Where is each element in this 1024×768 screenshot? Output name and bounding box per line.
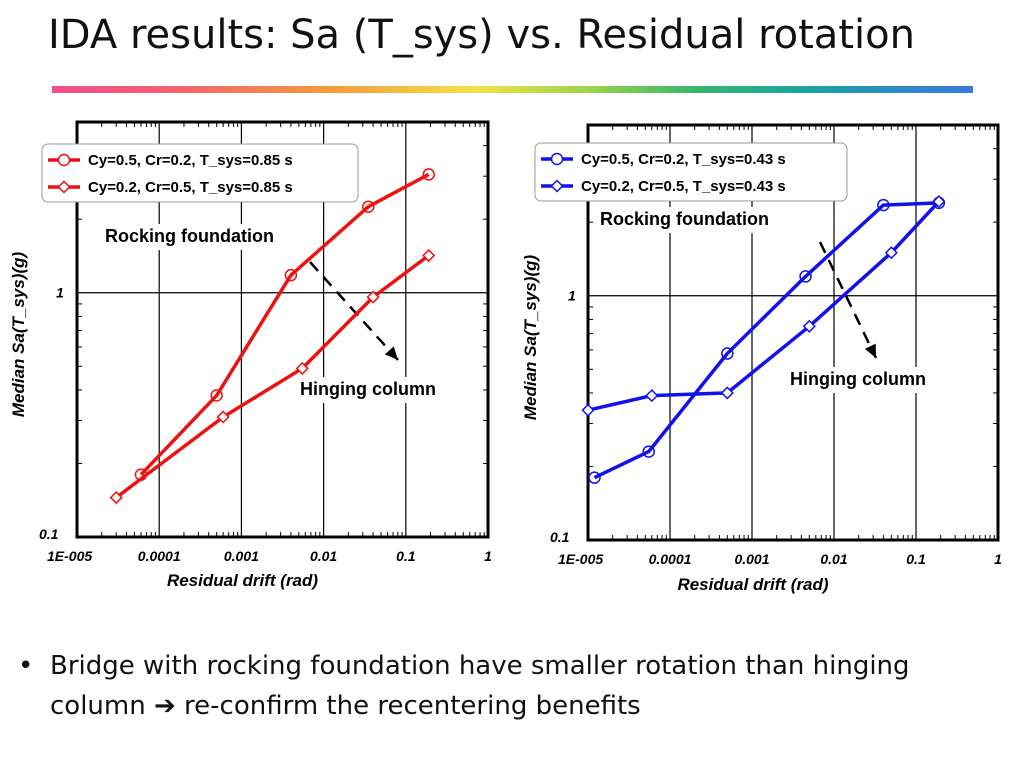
annotation-rocking-foundation: Rocking foundation — [600, 209, 769, 229]
data-point-diamond — [109, 491, 123, 505]
series-line — [587, 200, 941, 412]
data-point-circle — [877, 198, 890, 212]
x-tick-label: 0.01 — [820, 551, 847, 567]
data-point-diamond — [645, 389, 659, 403]
legend: Cy=0.5, Cr=0.2, T_sys=0.85 s Cy=0.2, Cr=0… — [41, 143, 359, 203]
y-axis-label: Median Sa(T_sys)(g) — [521, 255, 540, 421]
data-point-circle — [284, 268, 298, 282]
arrow-head-icon — [384, 346, 398, 360]
x-tick-label: 0.001 — [734, 551, 769, 567]
x-tick-label: 1 — [484, 548, 492, 564]
data-point-diamond — [422, 248, 436, 263]
data-point-circle — [210, 389, 223, 402]
chart-1: 1E-005 0.0001 0.001 0.01 0.1 1 0.1 1 Residual dr… — [9, 120, 492, 590]
legend: Cy=0.5, Cr=0.2, T_sys=0.43 s Cy=0.2, Cr=0… — [534, 142, 848, 202]
x-tick-label: 0.01 — [310, 548, 337, 564]
x-tick-label: 0.1 — [396, 548, 416, 564]
data-point-circle — [721, 347, 734, 360]
legend-marker-circle — [550, 152, 564, 166]
legend-marker-diamond — [550, 179, 564, 193]
x-tick-label: 0.001 — [224, 548, 259, 564]
annotation-bg — [296, 377, 466, 403]
title-gradient-bar — [52, 86, 973, 93]
legend-entry-label: Cy=0.2, Cr=0.5, T_sys=0.85 s — [88, 179, 293, 196]
annotation-bg — [596, 207, 806, 233]
x-tick-label: 1E-005 — [558, 551, 603, 567]
bullet-line-1: Bridge with rocking foundation have smal… — [50, 651, 910, 681]
x-tick-label: 0.0001 — [649, 551, 692, 567]
x-axis-label: Residual drift (rad) — [677, 575, 828, 594]
bullet-body: Bridge with rocking foundation have smal… — [50, 646, 1000, 726]
annotation-bg — [786, 367, 956, 393]
y-tick-label: 0.1 — [39, 526, 59, 542]
y-tick-label: 1 — [56, 285, 64, 301]
x-tick-label: 1E-005 — [47, 548, 92, 564]
data-point-diamond — [295, 361, 309, 375]
annotation-hinging-column: Hinging column — [790, 369, 926, 389]
y-axis-label: Median Sa(T_sys)(g) — [9, 252, 28, 418]
legend-box — [41, 143, 359, 203]
legend-box — [534, 142, 848, 202]
annotation-bg — [101, 224, 311, 250]
data-point-circle — [642, 445, 655, 458]
slide-title: IDA results: Sa (T_sys) vs. Residual rot… — [48, 12, 915, 58]
bullet-line-2-end: re-confirm the recentering benefits — [184, 691, 641, 721]
dashed-arrow-line — [309, 261, 399, 361]
x-tick-label: 0.1 — [906, 551, 926, 567]
charts-area: 1E-005 0.0001 0.001 0.01 0.1 1 0.1 1 Residual dr… — [9, 120, 1002, 594]
data-point-circle — [422, 168, 435, 181]
legend-entry-label: Cy=0.5, Cr=0.2, T_sys=0.85 s — [88, 152, 293, 169]
data-point-diamond — [720, 386, 734, 400]
chart-2: 1E-005 0.0001 0.001 0.01 0.1 1 0.1 1 Residual dr… — [521, 123, 1002, 594]
data-point-circle — [799, 270, 812, 283]
data-point-diamond — [216, 410, 230, 424]
legend-entry-label: Cy=0.2, Cr=0.5, T_sys=0.43 s — [581, 178, 786, 195]
data-point-diamond — [884, 246, 898, 260]
y-tick-label: 0.1 — [550, 529, 570, 545]
arrow-head-icon — [864, 343, 876, 358]
y-tick-label: 1 — [568, 288, 576, 304]
annotation-hinging-column: Hinging column — [300, 379, 436, 399]
data-point-diamond — [581, 403, 595, 417]
legend-marker-diamond — [57, 180, 71, 194]
x-tick-label: 0.0001 — [138, 548, 181, 564]
data-point-circle — [362, 200, 375, 213]
data-point-diamond — [366, 290, 380, 304]
annotation-rocking-foundation: Rocking foundation — [105, 226, 274, 246]
legend-entry-label: Cy=0.5, Cr=0.2, T_sys=0.43 s — [581, 151, 786, 168]
legend-marker-circle — [57, 153, 71, 167]
bullet-line-2-start: column — [50, 691, 146, 721]
dashed-arrow-line — [818, 241, 878, 359]
bullet-dot: • — [18, 651, 34, 681]
right-arrow-icon: ➔ — [153, 691, 176, 721]
data-point-circle — [588, 471, 601, 484]
data-point-diamond — [932, 194, 946, 209]
data-point-diamond — [802, 319, 816, 333]
x-tick-label: 1 — [994, 551, 1002, 567]
series-line — [593, 201, 939, 480]
x-axis-label: Residual drift (rad) — [167, 571, 318, 590]
series-line — [139, 172, 430, 476]
